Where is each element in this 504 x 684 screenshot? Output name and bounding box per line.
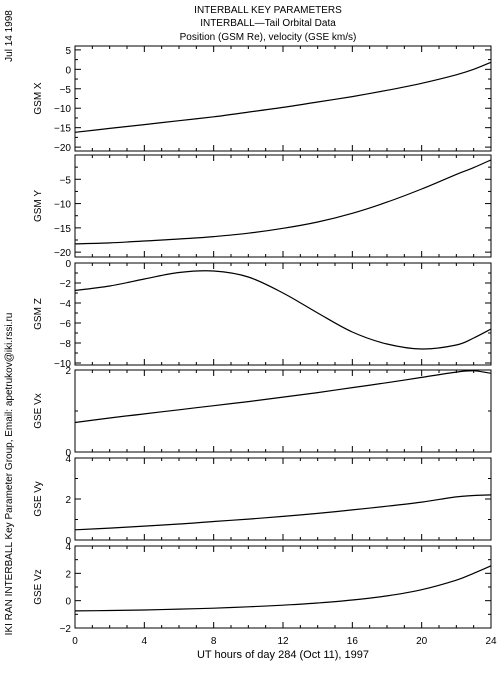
side-date-label: Jul 14 1998 bbox=[4, 10, 15, 62]
y-axis-label: GSE Vz bbox=[33, 569, 44, 605]
y-axis-label: GSM Z bbox=[33, 298, 44, 330]
y-tick-label: 2 bbox=[65, 569, 71, 580]
panel-frame bbox=[74, 262, 492, 366]
panel-2: −5 −10 −15 −20 GSM Y bbox=[33, 154, 492, 259]
x-tick-label: 16 bbox=[347, 636, 359, 647]
y-tick-label: −20 bbox=[54, 248, 71, 259]
panel-frame bbox=[74, 545, 492, 629]
y-tick-label: −15 bbox=[54, 224, 71, 235]
panel-3: 0 −2 −4 −6 −8 −10 GSM Z bbox=[33, 259, 492, 370]
series-line-gse-vx bbox=[74, 370, 492, 424]
y-tick-label: 0 bbox=[65, 536, 71, 547]
x-tick-label: 0 bbox=[72, 636, 78, 647]
y-tick-label: −5 bbox=[60, 85, 72, 96]
y-tick-label: 0 bbox=[65, 597, 71, 608]
y-tick-label: −10 bbox=[54, 359, 71, 370]
y-tick-label: −20 bbox=[54, 143, 71, 154]
y-tick-label: 5 bbox=[65, 46, 71, 57]
x-tick-label: 24 bbox=[485, 636, 497, 647]
y-axis-label: GSE Vx bbox=[33, 393, 44, 429]
panel-frame bbox=[74, 457, 492, 541]
panel-5: 4 2 0 GSE Vy bbox=[33, 454, 492, 547]
panel-frame bbox=[74, 369, 492, 453]
y-tick-label: 4 bbox=[65, 454, 71, 465]
y-tick-label: −10 bbox=[54, 104, 71, 115]
series-line-gsm-x bbox=[74, 61, 492, 133]
y-tick-label: 4 bbox=[65, 542, 71, 553]
y-tick-label: −2 bbox=[60, 279, 72, 290]
y-tick-label: 2 bbox=[65, 366, 71, 377]
chart-caption: Position (GSM Re), velocity (GSE km/s) bbox=[180, 32, 357, 43]
side-credit-label: IKI RAN INTERBALL Key Parameter Group, E… bbox=[4, 313, 15, 636]
chart-subtitle: INTERBALL—Tail Orbital Data bbox=[200, 18, 336, 29]
panel-1: 5 0 −5 −10 −15 −20 GSM X bbox=[33, 45, 492, 154]
y-tick-label: 0 bbox=[65, 448, 71, 459]
series-line-gsm-y bbox=[74, 159, 492, 245]
y-tick-label: −6 bbox=[60, 319, 72, 330]
y-axis-label: GSM Y bbox=[33, 190, 44, 222]
x-tick-label: 4 bbox=[142, 636, 148, 647]
x-axis-label: UT hours of day 284 (Oct 11), 1997 bbox=[197, 649, 369, 661]
panel-4: 2 0 GSE Vx bbox=[33, 366, 492, 459]
series-line-gse-vy bbox=[74, 494, 492, 531]
y-tick-label: 0 bbox=[65, 259, 71, 270]
x-tick-label: 8 bbox=[211, 636, 217, 647]
chart-title: INTERBALL KEY PARAMETERS bbox=[194, 5, 342, 16]
series-line-gse-vz bbox=[74, 565, 492, 612]
y-axis-label: GSE Vy bbox=[33, 481, 44, 516]
y-tick-label: −4 bbox=[60, 299, 72, 310]
series-line-gsm-z bbox=[74, 270, 492, 350]
y-axis-label: GSM X bbox=[33, 82, 44, 115]
panel-6: 4 2 0 −2 GSE Vz bbox=[33, 542, 492, 635]
y-tick-label: −15 bbox=[54, 124, 71, 135]
y-tick-label: −8 bbox=[60, 339, 72, 350]
x-tick-label: 12 bbox=[277, 636, 289, 647]
y-tick-label: 2 bbox=[65, 495, 71, 506]
y-tick-label: −10 bbox=[54, 200, 71, 211]
y-tick-label: −2 bbox=[60, 624, 72, 635]
y-tick-label: −5 bbox=[60, 175, 72, 186]
x-tick-label: 20 bbox=[416, 636, 428, 647]
y-tick-label: 0 bbox=[65, 65, 71, 76]
panel-frame bbox=[74, 45, 492, 152]
